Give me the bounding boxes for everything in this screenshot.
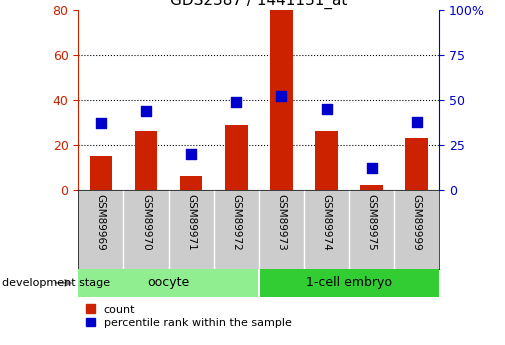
Point	[323, 106, 331, 112]
Bar	[270, 10, 293, 190]
Title: GDS2387 / 1441131_at: GDS2387 / 1441131_at	[170, 0, 347, 9]
Point	[368, 166, 376, 171]
Text: GSM89970: GSM89970	[141, 194, 151, 250]
Text: GSM89973: GSM89973	[276, 194, 286, 250]
Bar	[180, 176, 203, 190]
Point	[187, 151, 195, 157]
Text: GSM89999: GSM89999	[412, 194, 422, 250]
Point	[97, 121, 105, 126]
Point	[413, 119, 421, 124]
Point	[232, 99, 240, 105]
Bar	[361, 185, 383, 190]
Text: GSM89974: GSM89974	[322, 194, 331, 250]
Text: development stage: development stage	[2, 278, 110, 288]
Text: GSM89969: GSM89969	[96, 194, 106, 250]
Bar	[78, 269, 259, 297]
Bar	[406, 138, 428, 190]
Legend: count, percentile rank within the sample: count, percentile rank within the sample	[84, 302, 294, 330]
Text: oocyte: oocyte	[147, 276, 190, 289]
Point	[142, 108, 150, 114]
Text: GSM89975: GSM89975	[367, 194, 377, 250]
Bar	[225, 125, 247, 190]
Bar	[89, 156, 112, 190]
Point	[277, 94, 285, 99]
Bar	[315, 131, 338, 190]
Text: GSM89972: GSM89972	[231, 194, 241, 250]
Bar	[259, 269, 439, 297]
Text: GSM89971: GSM89971	[186, 194, 196, 250]
Bar	[135, 131, 157, 190]
Text: 1-cell embryo: 1-cell embryo	[306, 276, 392, 289]
